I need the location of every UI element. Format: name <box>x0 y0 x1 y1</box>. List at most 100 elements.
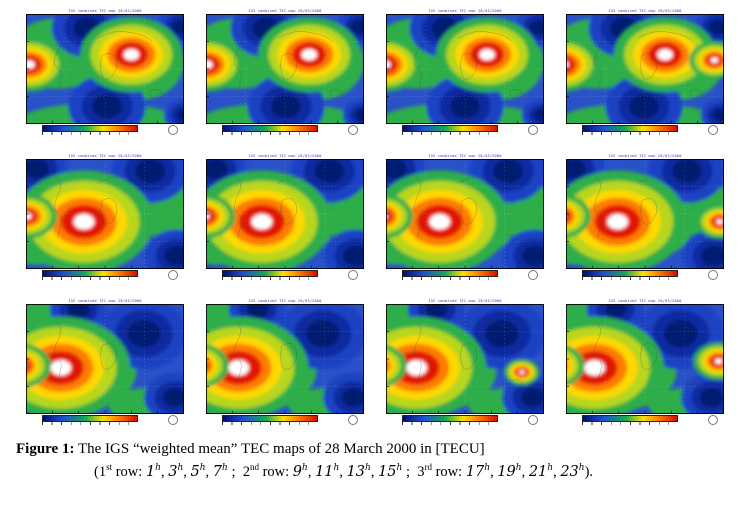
row-ordinal-suffix: nd <box>249 462 259 472</box>
colorbar-gradient <box>222 270 318 277</box>
axis-ticks <box>206 41 338 124</box>
row-sep: ; <box>227 463 243 480</box>
colorbar-row <box>386 415 544 425</box>
tec-map-panel: IGS combined TEC map 28/03/2000 <box>560 8 730 137</box>
axis-ticks <box>566 186 698 269</box>
tec-field <box>566 304 724 414</box>
axis-ticks <box>26 41 158 124</box>
tec-field <box>386 159 544 269</box>
colorbar-gradient <box>582 270 678 277</box>
caption-paren: ( <box>94 463 99 480</box>
hour-sep: , <box>521 463 529 480</box>
hour-value: 19 <box>497 463 516 480</box>
panel-header: IGS combined TEC map 28/03/2000 <box>248 154 322 158</box>
hour-unit: h <box>484 462 490 473</box>
colorbar-ticks <box>222 422 318 425</box>
row-word: row: <box>258 463 293 480</box>
graticule <box>566 304 724 414</box>
colorbar-gradient <box>582 125 678 132</box>
tec-map-panel: IGS combined TEC map 28/03/2000 <box>380 298 550 427</box>
graticule <box>206 14 364 124</box>
hour-unit-em: h <box>515 463 522 473</box>
caption-line-1: Figure 1: The IGS “weighted mean” TEC ma… <box>16 441 750 458</box>
row-ordinal: 2 <box>242 463 250 480</box>
tec-map-panel: IGS combined TEC map 28/03/2000 <box>560 153 730 282</box>
axis-ticks <box>566 41 698 124</box>
panel-header: IGS combined TEC map 28/03/2000 <box>428 154 502 158</box>
colorbar-row <box>26 125 184 135</box>
tec-field <box>566 14 724 124</box>
hour-unit: h <box>547 462 554 473</box>
colorbar <box>402 415 498 425</box>
colorbar-gradient <box>42 125 138 132</box>
hour-value: 1 <box>145 463 156 480</box>
hour-unit: h <box>397 462 403 473</box>
hour-sep: , <box>160 463 169 480</box>
panel-header: IGS combined TEC map 28/03/2000 <box>68 299 142 303</box>
tec-map <box>26 159 184 269</box>
panel-header: IGS combined TEC map 28/03/2000 <box>428 299 502 303</box>
colorbar <box>222 270 318 280</box>
coastlines <box>54 321 163 390</box>
tec-field <box>566 159 724 269</box>
colorbar <box>42 125 138 135</box>
hour-value: 11 <box>315 463 334 480</box>
hour-unit: h <box>155 462 161 473</box>
graticule <box>386 14 544 124</box>
graticule <box>386 159 544 269</box>
colorbar <box>222 125 318 135</box>
panel-logo-icon <box>348 125 358 135</box>
colorbar-row <box>386 270 544 280</box>
colorbar <box>402 125 498 135</box>
caption-text: The IGS “weighted mean” TEC maps of 28 M… <box>74 441 485 457</box>
tec-field <box>206 304 364 414</box>
coastlines <box>414 176 523 245</box>
hour-unit: h <box>578 462 585 473</box>
coastlines <box>414 31 523 100</box>
hour-unit: h <box>515 462 522 473</box>
graticule <box>26 304 184 414</box>
colorbar-ticks <box>582 277 678 280</box>
tec-map-panel: IGS combined TEC map 28/03/2000 <box>200 8 370 137</box>
tec-field <box>386 304 544 414</box>
row-sep: ; <box>402 463 418 480</box>
tec-map <box>386 159 544 269</box>
panel-logo-icon <box>168 270 178 280</box>
hour-unit-em: h <box>578 463 585 473</box>
colorbar-gradient <box>42 270 138 277</box>
coastlines <box>234 176 343 245</box>
hour-unit: h <box>200 462 206 473</box>
hour-unit: h <box>365 462 371 473</box>
coastlines <box>594 31 703 100</box>
tec-map-panel: IGS combined TEC map 28/03/2000 <box>20 153 190 282</box>
colorbar-gradient <box>582 415 678 422</box>
hour-value: 13 <box>346 463 366 480</box>
panel-header: IGS combined TEC map 28/03/2000 <box>68 154 142 158</box>
colorbar-row <box>206 415 364 425</box>
tec-field <box>206 159 364 269</box>
hour-value: 5 <box>190 463 200 480</box>
caption-line-2: (1st row: 1h, 3h, 5h, 7h ; 2nd row: 9h, … <box>16 462 750 481</box>
tec-field <box>26 14 184 124</box>
graticule <box>566 14 724 124</box>
colorbar-gradient <box>42 415 138 422</box>
graticule <box>206 159 364 269</box>
colorbar-gradient <box>402 415 498 422</box>
hour-sep: , <box>553 463 561 480</box>
colorbar <box>42 270 138 280</box>
hour-sep: , <box>307 463 316 480</box>
hour-unit-em: h <box>333 463 340 473</box>
axis-ticks <box>386 41 518 124</box>
hour-unit-em: h <box>155 463 161 473</box>
hour-unit-em: h <box>177 463 184 473</box>
axis-ticks <box>206 331 338 414</box>
colorbar-row <box>566 125 724 135</box>
figure-label: Figure 1: <box>16 441 75 457</box>
tec-map <box>206 14 364 124</box>
colorbar-ticks <box>42 132 138 135</box>
row-ordinal-suffix: st <box>106 462 113 472</box>
hour-unit: h <box>177 462 184 473</box>
hour-unit-em: h <box>547 463 554 473</box>
tec-map-panel: IGS combined TEC map 28/03/2000 <box>20 8 190 137</box>
